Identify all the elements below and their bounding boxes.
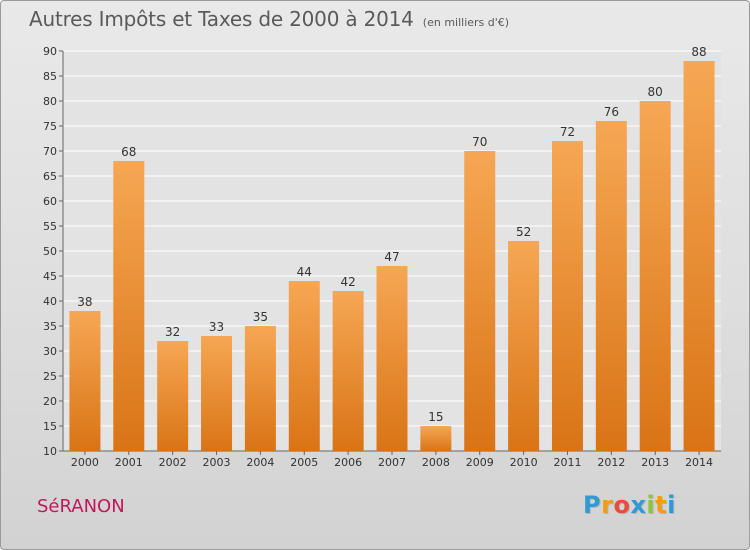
bar-value-label: 44: [297, 265, 312, 279]
bar: [508, 241, 540, 451]
y-tick-label: 35: [43, 320, 57, 333]
logo-letter: x: [630, 491, 647, 519]
bar: [464, 151, 496, 451]
x-tick-label: 2006: [334, 456, 362, 469]
y-tick-label: 70: [43, 145, 57, 158]
bar: [595, 121, 627, 451]
bar: [376, 266, 408, 451]
x-tick-label: 2012: [597, 456, 625, 469]
bar-value-label: 35: [253, 310, 268, 324]
bar-value-label: 70: [472, 135, 487, 149]
bar: [244, 326, 276, 451]
x-tick-label: 2013: [641, 456, 669, 469]
x-tick-label: 2003: [203, 456, 231, 469]
bar: [420, 426, 452, 451]
x-tick-label: 2004: [246, 456, 274, 469]
y-tick-label: 80: [43, 95, 57, 108]
logo-letter: P: [583, 491, 602, 519]
bar: [551, 141, 583, 451]
y-tick-label: 20: [43, 395, 57, 408]
x-tick-label: 2011: [553, 456, 581, 469]
chart-title: Autres Impôts et Taxes de 2000 à 2014: [29, 7, 414, 31]
y-tick-label: 10: [43, 445, 57, 458]
bar-value-label: 88: [691, 45, 706, 59]
logo-letter: t: [655, 491, 668, 519]
logo-letter: i: [667, 491, 676, 519]
bar: [201, 336, 233, 451]
bar: [113, 161, 145, 451]
y-tick-label: 90: [43, 45, 57, 58]
x-tick-label: 2008: [422, 456, 450, 469]
y-tick-label: 55: [43, 220, 57, 233]
bar: [157, 341, 189, 451]
chart-unit: (en milliers d'€): [422, 16, 510, 29]
bar: [288, 281, 320, 451]
x-tick-label: 2005: [290, 456, 318, 469]
x-tick-label: 2002: [159, 456, 187, 469]
y-tick-label: 15: [43, 420, 57, 433]
x-tick-label: 2009: [466, 456, 494, 469]
y-tick-label: 25: [43, 370, 57, 383]
bar: [69, 311, 101, 451]
bar-value-label: 42: [340, 275, 355, 289]
x-tick-label: 2014: [685, 456, 713, 469]
bar-value-label: 76: [604, 105, 619, 119]
y-tick-label: 60: [43, 195, 57, 208]
bar-value-label: 33: [209, 320, 224, 334]
chart-title-block: Autres Impôts et Taxes de 2000 à 2014 (e…: [29, 7, 509, 31]
bar-value-label: 38: [77, 295, 92, 309]
bar-value-label: 47: [384, 250, 399, 264]
bar: [332, 291, 364, 451]
bar-value-label: 15: [428, 410, 443, 424]
x-tick-label: 2000: [71, 456, 99, 469]
bar-value-label: 68: [121, 145, 136, 159]
logo-letter: r: [601, 491, 614, 519]
logo-letter: i: [646, 491, 656, 519]
bar-value-label: 80: [648, 85, 663, 99]
bar: [639, 101, 671, 451]
bar-value-label: 32: [165, 325, 180, 339]
commune-name: SéRANON: [37, 496, 125, 517]
y-tick-label: 40: [43, 295, 57, 308]
y-tick-label: 75: [43, 120, 57, 133]
y-tick-label: 30: [43, 345, 57, 358]
y-tick-label: 85: [43, 70, 57, 83]
y-tick-label: 45: [43, 270, 57, 283]
x-tick-label: 2001: [115, 456, 143, 469]
y-tick-label: 50: [43, 245, 57, 258]
x-tick-label: 2010: [510, 456, 538, 469]
logo-letter: o: [613, 491, 631, 519]
x-tick-label: 2007: [378, 456, 406, 469]
bar-value-label: 52: [516, 225, 531, 239]
bar: [683, 61, 715, 451]
bar-value-label: 72: [560, 125, 575, 139]
y-tick-label: 65: [43, 170, 57, 183]
proxiti-logo: Proxiti: [583, 491, 676, 519]
